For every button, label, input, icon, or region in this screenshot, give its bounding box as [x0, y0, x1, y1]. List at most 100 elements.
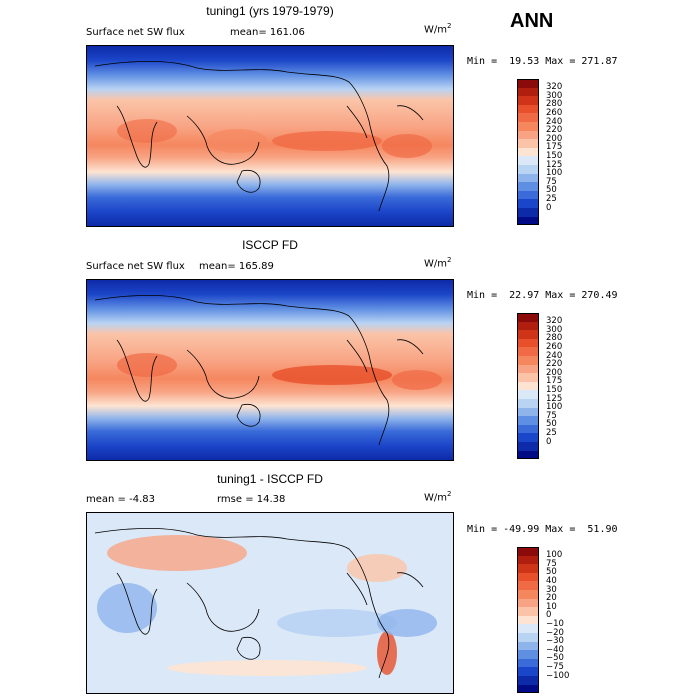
colorbar-swatch	[517, 615, 539, 625]
colorbar-swatch	[517, 164, 539, 174]
colorbar-level-label: 100	[546, 402, 563, 413]
colorbar-level-label: 280	[546, 333, 563, 344]
colorbar-swatch	[517, 330, 539, 339]
colorbar-level-label: −50	[546, 653, 564, 664]
colorbar-swatch	[517, 632, 539, 642]
colorbar-level-label: 0	[546, 610, 552, 621]
colorbar-level-label: 50	[546, 567, 557, 578]
colorbar-swatch	[517, 321, 539, 331]
colorbar-level-label: 220	[546, 359, 563, 370]
colorbar-level-label: 260	[546, 107, 563, 118]
colorbar-swatch	[517, 433, 539, 442]
panel1-map	[86, 45, 454, 227]
colorbar-swatch	[517, 650, 539, 659]
colorbar-swatch	[517, 555, 539, 565]
colorbar-swatch	[517, 139, 539, 148]
colorbar-level-label: 125	[546, 159, 563, 170]
colorbar-swatch	[517, 87, 539, 97]
colorbar-level-label: 0	[546, 202, 552, 213]
colorbar-level-label: 175	[546, 376, 563, 387]
panel2-colorbar	[517, 313, 539, 460]
colorbar-level-label: 40	[546, 575, 557, 586]
colorbar-swatch	[517, 589, 539, 599]
colorbar-swatch	[517, 658, 539, 668]
colorbar-level-label: 200	[546, 133, 563, 144]
panel1-variable-label: Surface net SW flux	[86, 27, 185, 38]
colorbar-level-label: 320	[546, 316, 563, 327]
colorbar-level-label: 10	[546, 601, 557, 612]
panel2-units: W/m2	[424, 256, 452, 270]
panel1-colorbar	[517, 79, 539, 226]
colorbar-swatch	[517, 381, 539, 391]
colorbar-swatch	[517, 156, 539, 165]
colorbar-swatch	[517, 581, 539, 590]
colorbar-level-label: 50	[546, 419, 557, 430]
colorbar-level-label: 220	[546, 125, 563, 136]
colorbar-swatch	[517, 113, 539, 122]
colorbar-swatch	[517, 190, 539, 200]
colorbar-swatch	[517, 641, 539, 651]
colorbar-level-label: −75	[546, 661, 564, 672]
colorbar-swatch	[517, 347, 539, 356]
panel3-min-max: Min = -49.99 Max = 51.90	[467, 524, 618, 535]
colorbar-swatch	[517, 390, 539, 399]
colorbar-swatch	[517, 79, 539, 88]
colorbar-swatch	[517, 675, 539, 685]
panel2-map	[86, 279, 454, 461]
colorbar-swatch	[517, 441, 539, 451]
panel3-units: W/m2	[424, 490, 452, 504]
panel1-units: W/m2	[424, 22, 452, 36]
colorbar-swatch	[517, 96, 539, 105]
colorbar-swatch	[517, 424, 539, 434]
colorbar-swatch	[517, 564, 539, 573]
colorbar-swatch	[517, 207, 539, 217]
colorbar-swatch	[517, 572, 539, 582]
colorbar-level-label: −20	[546, 627, 564, 638]
colorbar-swatch	[517, 313, 539, 322]
colorbar-level-label: 300	[546, 324, 563, 335]
colorbar-level-label: 25	[546, 193, 557, 204]
colorbar-level-label: 175	[546, 142, 563, 153]
colorbar-swatch	[517, 104, 539, 114]
colorbar-level-label: 100	[546, 168, 563, 179]
colorbar-level-label: 240	[546, 350, 563, 361]
colorbar-swatch	[517, 338, 539, 348]
panel3-rmse-label: rmse = 14.38	[217, 494, 286, 505]
colorbar-level-label: −10	[546, 618, 564, 629]
colorbar-swatch	[517, 173, 539, 183]
panel1-min-max: Min = 19.53 Max = 271.87	[467, 56, 618, 67]
colorbar-swatch	[517, 667, 539, 676]
colorbar-level-label: 150	[546, 150, 563, 161]
colorbar-level-label: −40	[546, 644, 564, 655]
colorbar-level-label: 30	[546, 584, 557, 595]
colorbar-level-label: 75	[546, 410, 557, 421]
colorbar-level-label: −100	[546, 670, 570, 681]
colorbar-swatch	[517, 607, 539, 616]
panel2-variable-label: Surface net SW flux	[86, 261, 185, 272]
colorbar-level-label: 260	[546, 341, 563, 352]
colorbar-swatch	[517, 121, 539, 131]
colorbar-level-label: 150	[546, 384, 563, 395]
colorbar-swatch	[517, 364, 539, 374]
panel3-colorbar	[517, 547, 539, 694]
colorbar-level-label: 300	[546, 90, 563, 101]
colorbar-level-label: 320	[546, 82, 563, 93]
panel2-min-max: Min = 22.97 Max = 270.49	[467, 290, 618, 301]
colorbar-swatch	[517, 598, 539, 608]
panel3-map	[86, 512, 454, 694]
colorbar-swatch	[517, 130, 539, 140]
colorbar-level-label: 75	[546, 558, 557, 569]
colorbar-swatch	[517, 199, 539, 208]
colorbar-level-label: 100	[546, 550, 563, 561]
colorbar-swatch	[517, 147, 539, 157]
colorbar-level-label: 200	[546, 367, 563, 378]
colorbar-level-label: 125	[546, 393, 563, 404]
colorbar-swatch	[517, 624, 539, 633]
colorbar-level-label: 280	[546, 99, 563, 110]
colorbar-level-label: 75	[546, 176, 557, 187]
colorbar-swatch	[517, 216, 539, 226]
panel2-mean-label: mean= 165.89	[199, 261, 274, 272]
colorbar-swatch	[517, 407, 539, 417]
colorbar-swatch	[517, 416, 539, 425]
panel1-title: tuning1 (yrs 1979-1979)	[206, 4, 334, 18]
